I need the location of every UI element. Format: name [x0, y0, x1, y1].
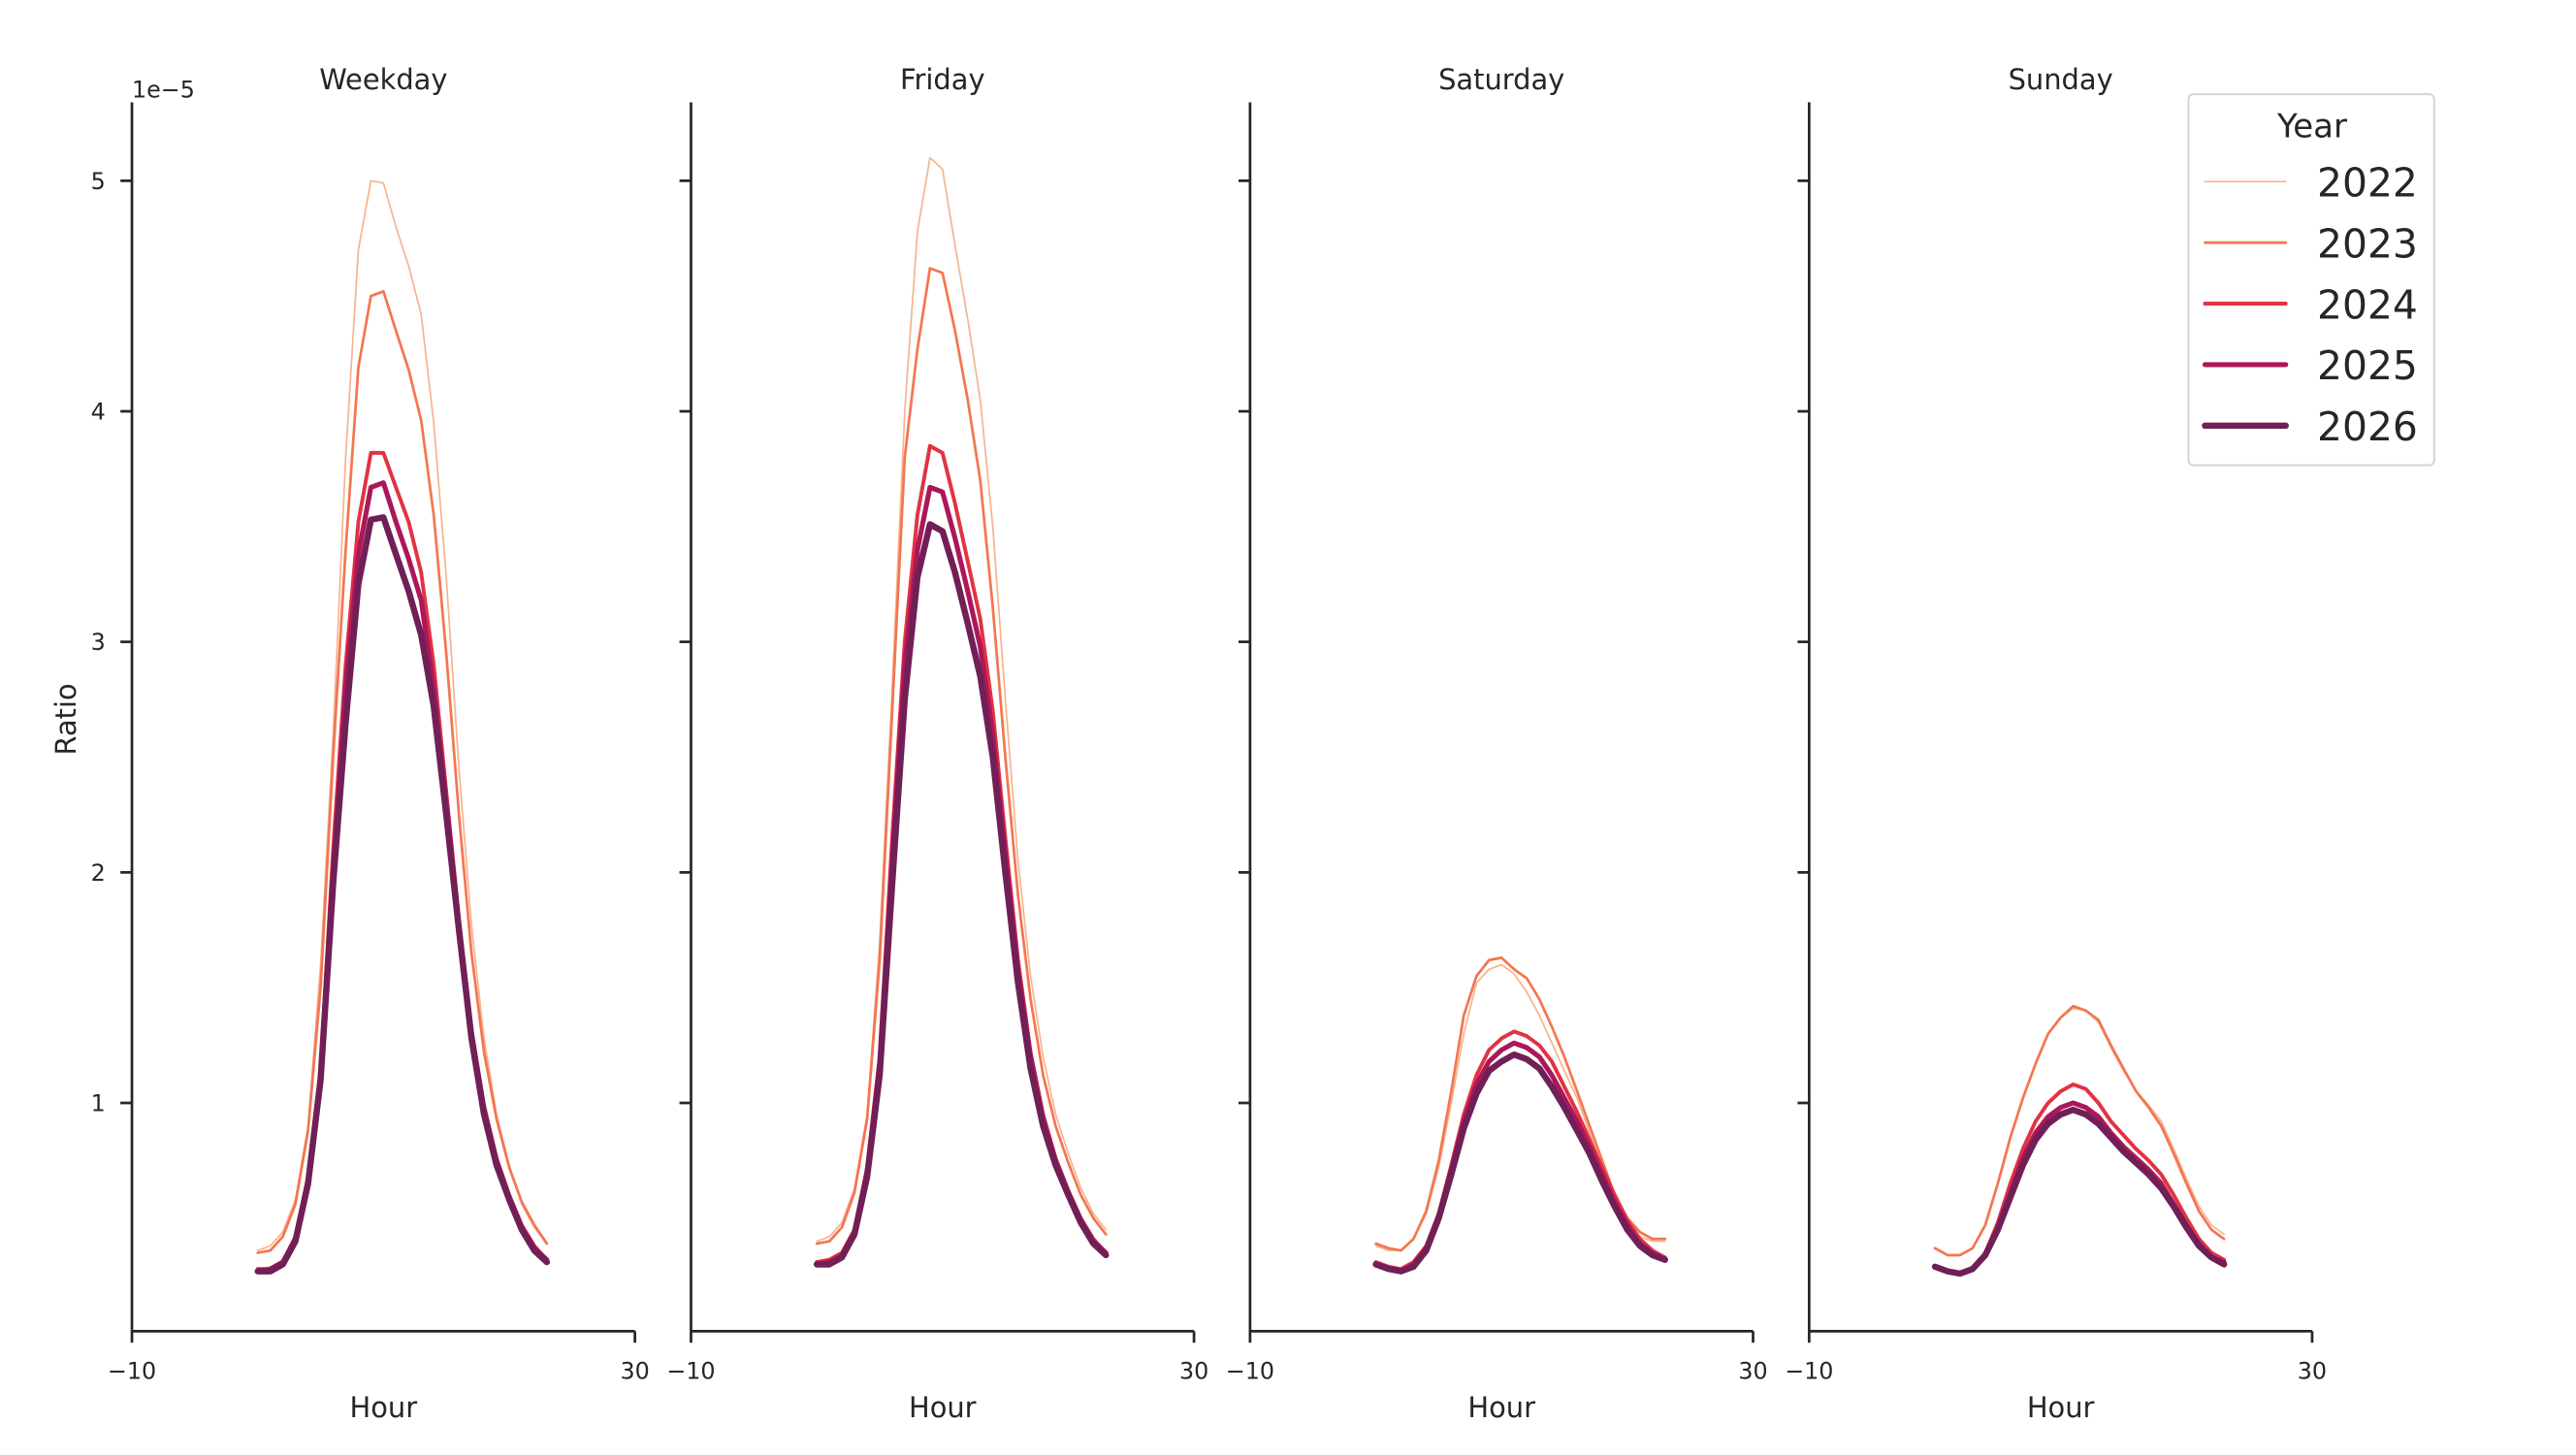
- panel-title: Friday: [900, 63, 985, 96]
- y-tick-label: 2: [91, 859, 106, 887]
- y-tick-label: 5: [91, 168, 106, 195]
- y-tick-label: 3: [91, 629, 106, 656]
- legend-title: Year: [2276, 107, 2347, 146]
- panel-saturday: −10 30 Saturday Hour: [1226, 63, 1768, 1424]
- legend-label: 2025: [2317, 342, 2418, 389]
- panel-title: Sunday: [2009, 63, 2113, 96]
- y-axis-label: Ratio: [49, 683, 82, 755]
- x-tick-label: 30: [1738, 1358, 1767, 1385]
- panel-weekday: 1 2 3 4 5 −10 30 Weekday Hour Ratio 1e−5: [49, 63, 650, 1424]
- y-tick-label: 4: [91, 399, 106, 426]
- series-line-2025: [255, 480, 550, 1275]
- legend: Year 2022 2023 2024 2025 2026: [2187, 93, 2435, 467]
- legend-box: [2187, 93, 2435, 467]
- panel-friday: −10 30 Friday Hour: [666, 63, 1208, 1424]
- series-line-2026: [1931, 1106, 2228, 1277]
- series-line-2022: [816, 156, 1108, 1243]
- series-line-2022: [256, 179, 548, 1252]
- x-axis-label: Hour: [2027, 1391, 2095, 1424]
- series-line-2023: [1933, 1004, 2226, 1257]
- x-tick-label: 30: [1179, 1358, 1208, 1385]
- legend-label: 2026: [2317, 404, 2418, 450]
- panel-title: Saturday: [1438, 63, 1564, 96]
- legend-label: 2024: [2317, 281, 2418, 328]
- series-line-2026: [1372, 1051, 1668, 1275]
- series-line-2023: [815, 267, 1108, 1245]
- x-tick-label: −10: [666, 1358, 715, 1385]
- y-offset-text: 1e−5: [132, 76, 195, 103]
- y-tick-label: 1: [91, 1090, 106, 1117]
- legend-label: 2022: [2317, 159, 2418, 206]
- x-axis-label: Hour: [1467, 1391, 1535, 1424]
- x-tick-label: −10: [108, 1358, 156, 1385]
- legend-label: 2023: [2317, 220, 2418, 267]
- panel-title: Weekday: [319, 63, 447, 96]
- x-axis-label: Hour: [350, 1391, 418, 1424]
- x-tick-label: −10: [1785, 1358, 1833, 1385]
- series-line-2026: [254, 514, 551, 1275]
- x-axis-label: Hour: [909, 1391, 977, 1424]
- series-line-2026: [813, 521, 1110, 1268]
- series-line-2023: [256, 290, 549, 1254]
- x-tick-label: 30: [621, 1358, 650, 1385]
- x-tick-label: 30: [2298, 1358, 2327, 1385]
- series-line-2025: [1373, 1040, 1668, 1275]
- series-line-2025: [1932, 1100, 2227, 1277]
- panel-sunday: −10 30 Sunday Hour: [1785, 63, 2327, 1424]
- x-tick-label: −10: [1226, 1358, 1274, 1385]
- series-line-2024: [1373, 1029, 1667, 1272]
